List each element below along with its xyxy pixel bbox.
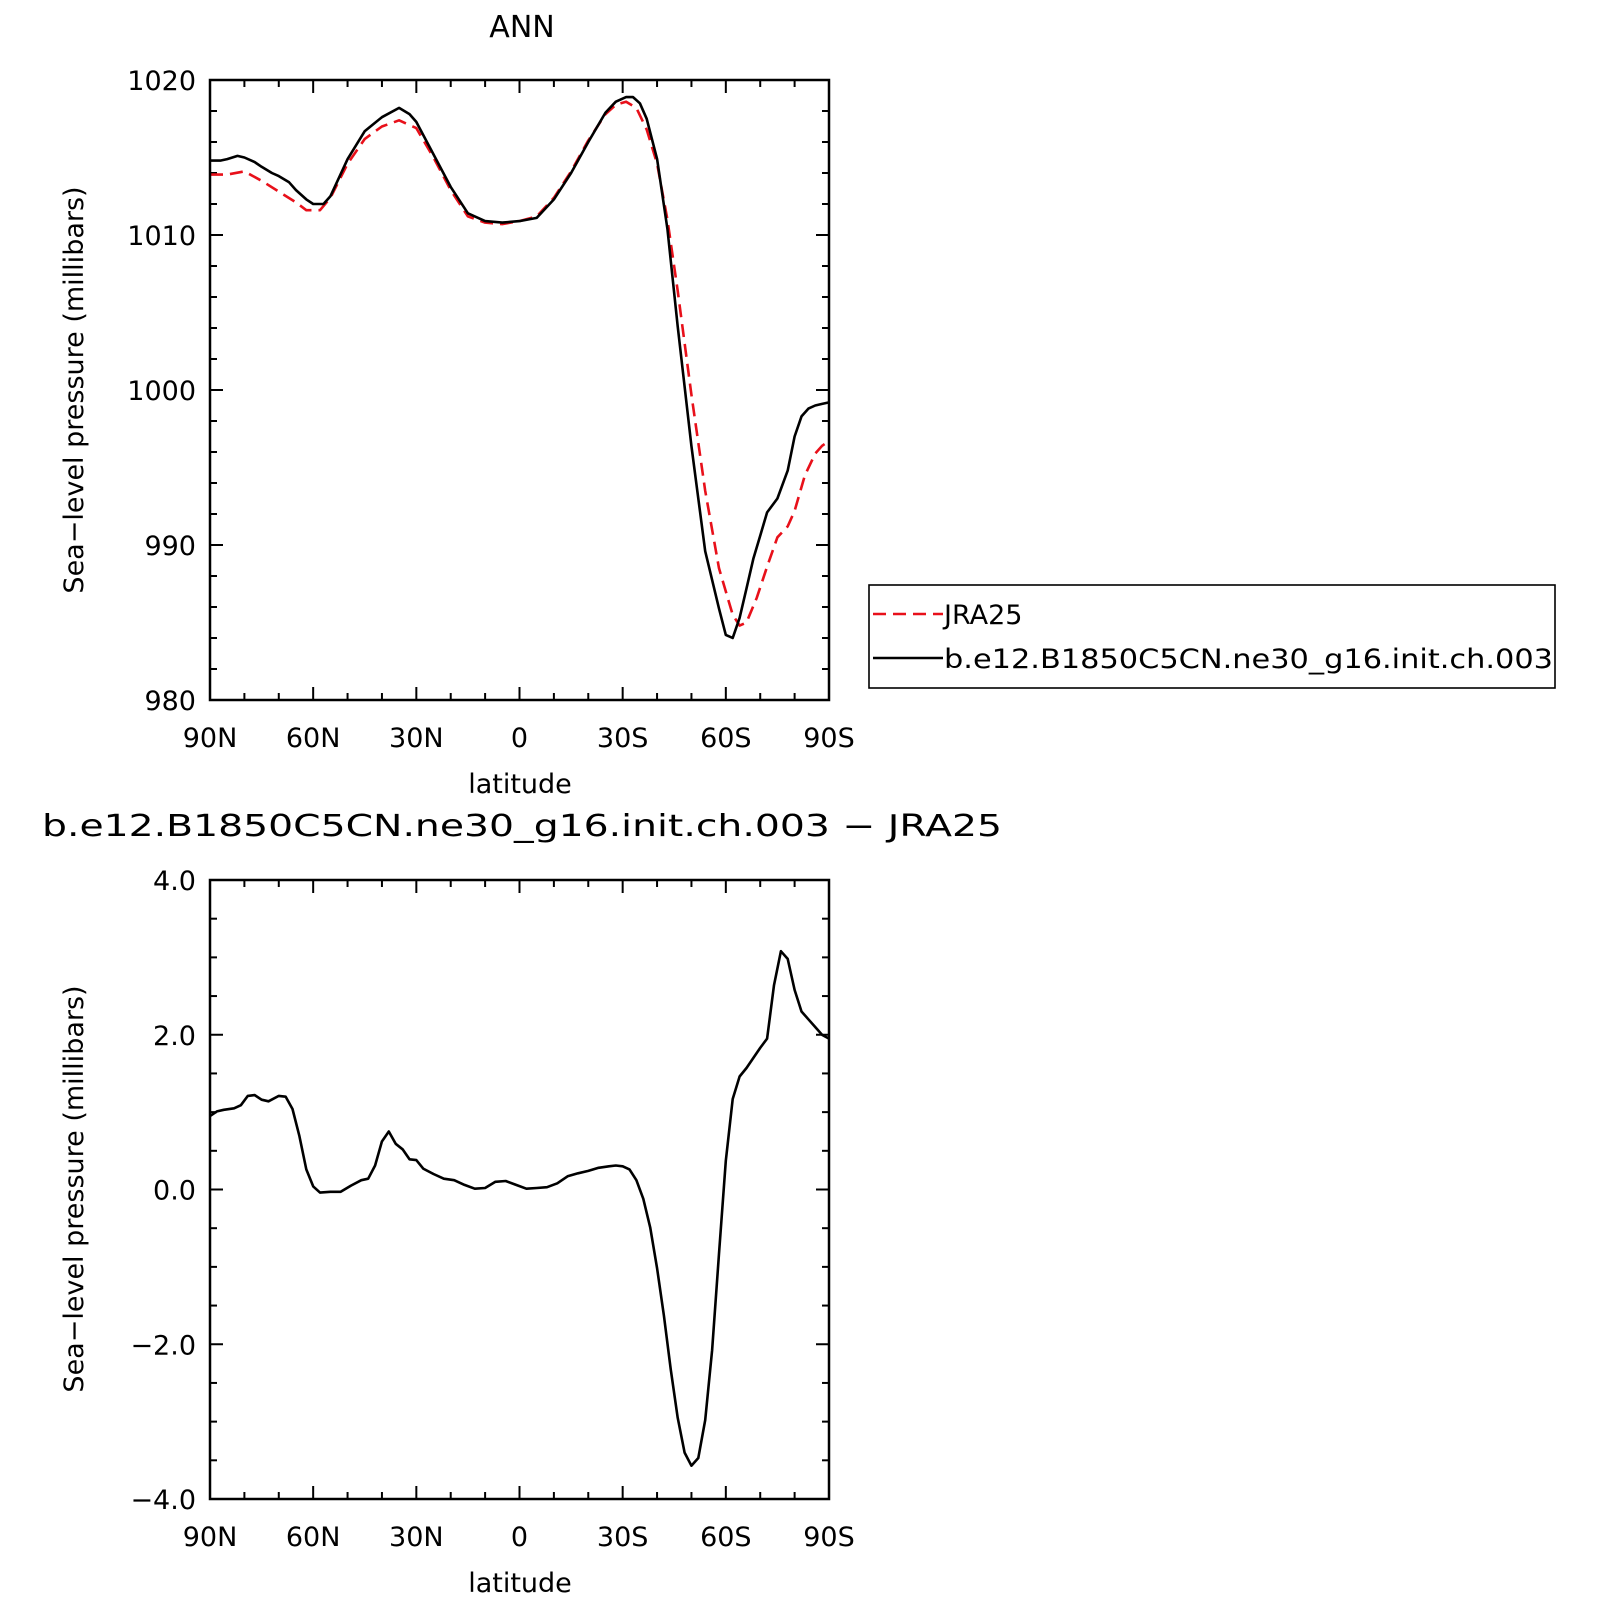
top-series-lines — [210, 95, 830, 640]
x-tick-label: 90S — [803, 723, 855, 754]
top-x-axis-label: latitude — [468, 769, 572, 800]
y-tick-label: −4.0 — [130, 1485, 196, 1516]
top-x-tick-labels: 90N 60N 30N 0 30S 60S 90S — [183, 723, 855, 754]
x-tick-label: 30N — [389, 1522, 444, 1553]
bottom-y-tick-labels: 4.0 2.0 0.0 −2.0 −4.0 — [130, 866, 196, 1516]
bottom-chart-title: b.e12.B1850C5CN.ne30_g16.init.ch.003 − J… — [42, 809, 1002, 844]
y-tick-label: 1020 — [127, 66, 196, 97]
y-tick-label: 4.0 — [153, 866, 196, 897]
y-tick-label: 1000 — [127, 376, 196, 407]
x-tick-label: 60S — [700, 1522, 752, 1553]
x-tick-label: 90S — [803, 1522, 855, 1553]
x-tick-label: 0 — [511, 1522, 528, 1553]
series-line-difference — [209, 949, 830, 1467]
top-y-tick-labels: 1020 1010 1000 990 980 — [127, 66, 196, 717]
top-plot-frame — [208, 78, 831, 702]
y-tick-label: −2.0 — [130, 1330, 196, 1361]
series-line-model — [210, 95, 830, 640]
x-tick-label: 60N — [286, 723, 341, 754]
bottom-x-tick-labels: 90N 60N 30N 0 30S 60S 90S — [183, 1522, 855, 1553]
bottom-plot-frame — [208, 878, 831, 1501]
legend: JRA25 b.e12.B1850C5CN.ne30_g16.init.ch.0… — [868, 584, 1556, 689]
x-tick-label: 30S — [597, 1522, 649, 1553]
y-tick-label: 0.0 — [153, 1176, 196, 1207]
x-tick-label: 30S — [597, 723, 649, 754]
y-tick-label: 2.0 — [153, 1021, 196, 1052]
bottom-x-axis-label: latitude — [468, 1568, 572, 1599]
x-tick-label: 30N — [389, 723, 444, 754]
bottom-panel: b.e12.B1850C5CN.ne30_g16.init.ch.003 − J… — [42, 809, 1002, 1599]
bottom-y-axis-label: Sea−level pressure (millibars) — [59, 985, 90, 1392]
top-chart-title: ANN — [489, 10, 554, 45]
x-tick-label: 60S — [700, 723, 752, 754]
legend-label-model: b.e12.B1850C5CN.ne30_g16.init.ch.003 — [944, 644, 1553, 675]
y-tick-label: 990 — [144, 531, 196, 562]
bottom-series-lines — [209, 949, 830, 1467]
x-tick-label: 0 — [511, 723, 528, 754]
top-y-axis-label: Sea−level pressure (millibars) — [59, 186, 90, 593]
x-tick-label: 90N — [183, 723, 238, 754]
legend-label-jra25: JRA25 — [942, 600, 1022, 631]
x-tick-label: 90N — [183, 1522, 238, 1553]
y-tick-label: 980 — [144, 686, 196, 717]
x-tick-label: 60N — [286, 1522, 341, 1553]
legend-box — [868, 584, 1556, 689]
y-tick-label: 1010 — [127, 221, 196, 252]
